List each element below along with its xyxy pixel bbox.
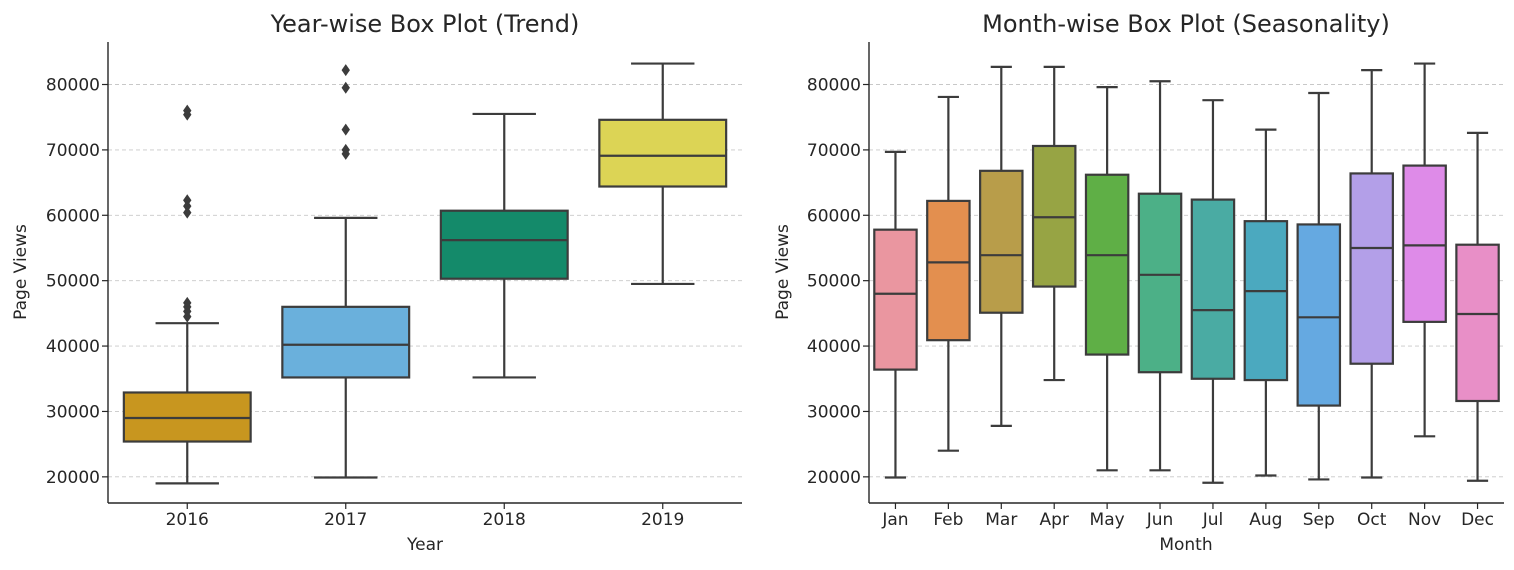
x-axis-label: Year bbox=[406, 535, 443, 555]
y-tick-label: 50000 bbox=[46, 272, 100, 292]
iqr-box bbox=[1402, 164, 1447, 323]
x-tick-label: 2016 bbox=[166, 510, 209, 530]
iqr-box bbox=[1349, 172, 1394, 365]
outlier-point bbox=[183, 194, 192, 207]
box-Mar bbox=[979, 65, 1024, 427]
month-wise-box-plot: Month-wise Box Plot (Seasonality) Month … bbox=[773, 10, 1504, 555]
box-2017 bbox=[281, 64, 411, 479]
box-Jun bbox=[1137, 80, 1183, 472]
outlier-point bbox=[341, 64, 350, 77]
outlier-point bbox=[183, 206, 192, 219]
x-tick-label: Mar bbox=[985, 510, 1017, 530]
y-tick-label: 80000 bbox=[46, 76, 100, 96]
chart-title: Year-wise Box Plot (Trend) bbox=[270, 10, 580, 38]
iqr-box bbox=[1084, 173, 1130, 356]
chart-title: Month-wise Box Plot (Seasonality) bbox=[982, 10, 1390, 38]
y-tick-label: 60000 bbox=[807, 206, 861, 226]
y-tick-label: 20000 bbox=[807, 468, 861, 488]
x-tick-label: Aug bbox=[1249, 510, 1282, 530]
x-axis-label: Month bbox=[1159, 535, 1212, 555]
iqr-box bbox=[1190, 198, 1236, 380]
box-Aug bbox=[1243, 128, 1289, 477]
year-wise-box-plot: Year-wise Box Plot (Trend) Year Page Vie… bbox=[11, 10, 742, 555]
y-tick-label: 60000 bbox=[46, 206, 100, 226]
box-Apr bbox=[1031, 65, 1077, 382]
box-2018 bbox=[439, 112, 569, 379]
iqr-box bbox=[439, 209, 569, 280]
y-tick-label: 70000 bbox=[807, 141, 861, 161]
x-tick-label: 2018 bbox=[483, 510, 526, 530]
y-axis-label: Page Views bbox=[773, 224, 793, 320]
y-tick-label: 20000 bbox=[46, 468, 100, 488]
iqr-box bbox=[1455, 243, 1500, 403]
box-Dec bbox=[1455, 131, 1500, 482]
box-Jan bbox=[873, 150, 918, 479]
box-Jul bbox=[1190, 99, 1236, 484]
y-tick-label: 40000 bbox=[807, 337, 861, 357]
outlier-point bbox=[183, 104, 192, 117]
y-tick-label: 70000 bbox=[46, 141, 100, 161]
box-Nov bbox=[1402, 62, 1447, 438]
y-tick-label: 30000 bbox=[807, 402, 861, 422]
iqr-box bbox=[1243, 220, 1289, 382]
box-Oct bbox=[1349, 69, 1394, 479]
x-tick-label: Jan bbox=[881, 510, 908, 530]
x-tick-label: Jun bbox=[1146, 510, 1174, 530]
iqr-box bbox=[1137, 192, 1183, 374]
iqr-box bbox=[598, 118, 728, 188]
x-tick-label: Oct bbox=[1357, 510, 1387, 530]
x-tick-label: Dec bbox=[1461, 510, 1494, 530]
box-2019 bbox=[598, 62, 728, 286]
outlier-point bbox=[341, 143, 350, 156]
y-tick-label: 50000 bbox=[807, 272, 861, 292]
outlier-point bbox=[183, 296, 192, 309]
y-tick-label: 30000 bbox=[46, 402, 100, 422]
iqr-box bbox=[873, 228, 918, 371]
y-gridlines bbox=[869, 84, 1504, 478]
outlier-point bbox=[341, 123, 350, 136]
x-tick-label: May bbox=[1090, 510, 1125, 530]
y-axis-label: Page Views bbox=[11, 224, 31, 320]
iqr-box bbox=[281, 305, 411, 379]
x-tick-label: 2017 bbox=[324, 510, 367, 530]
box-Feb bbox=[926, 95, 971, 452]
box-Sep bbox=[1296, 91, 1342, 481]
iqr-box bbox=[979, 169, 1024, 314]
box-May bbox=[1084, 86, 1130, 472]
x-tick-label: Nov bbox=[1408, 510, 1441, 530]
x-tick-label: Apr bbox=[1039, 510, 1068, 530]
x-tick-label: 2019 bbox=[641, 510, 684, 530]
iqr-box bbox=[1296, 223, 1342, 407]
box-2016 bbox=[122, 104, 252, 485]
x-tick-label: Jul bbox=[1202, 510, 1224, 530]
y-tick-label: 80000 bbox=[807, 76, 861, 96]
x-tick-label: Sep bbox=[1303, 510, 1335, 530]
x-tick-label: Feb bbox=[933, 510, 963, 530]
iqr-box bbox=[926, 199, 971, 342]
y-tick-label: 40000 bbox=[46, 337, 100, 357]
outlier-point bbox=[341, 81, 350, 94]
